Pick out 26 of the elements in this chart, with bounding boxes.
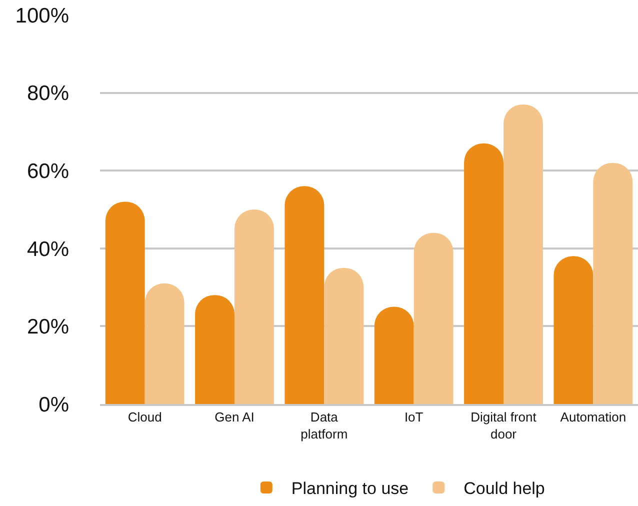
- bar: [504, 104, 543, 404]
- bar: [414, 232, 454, 404]
- bar: [234, 210, 274, 404]
- y-tick-label: 100%: [15, 4, 69, 28]
- y-tick-label: 0%: [38, 393, 69, 416]
- legend-label: Could help: [464, 479, 545, 498]
- x-tick-label: Digital front door: [470, 409, 537, 442]
- y-tick-label: 40%: [26, 238, 69, 261]
- bar: [105, 202, 145, 404]
- bar: [593, 162, 633, 404]
- legend-label: Planning to use: [291, 479, 409, 498]
- x-tick-label: IoT: [404, 409, 424, 424]
- bar: [284, 186, 324, 404]
- x-tick-label: Automation: [560, 409, 626, 424]
- y-tick-label: 20%: [26, 316, 69, 339]
- bar: [554, 256, 594, 404]
- bar: [374, 306, 414, 404]
- x-tick-label: Gen AI: [214, 409, 254, 424]
- bar: [464, 143, 504, 404]
- x-tick-label: Data platform: [300, 409, 348, 442]
- y-tick-label: 80%: [26, 82, 69, 106]
- y-tick-label: 60%: [26, 160, 69, 183]
- bar: [144, 283, 184, 404]
- bar: [195, 295, 234, 404]
- bar: [324, 268, 364, 404]
- x-tick-label: Cloud: [128, 409, 162, 424]
